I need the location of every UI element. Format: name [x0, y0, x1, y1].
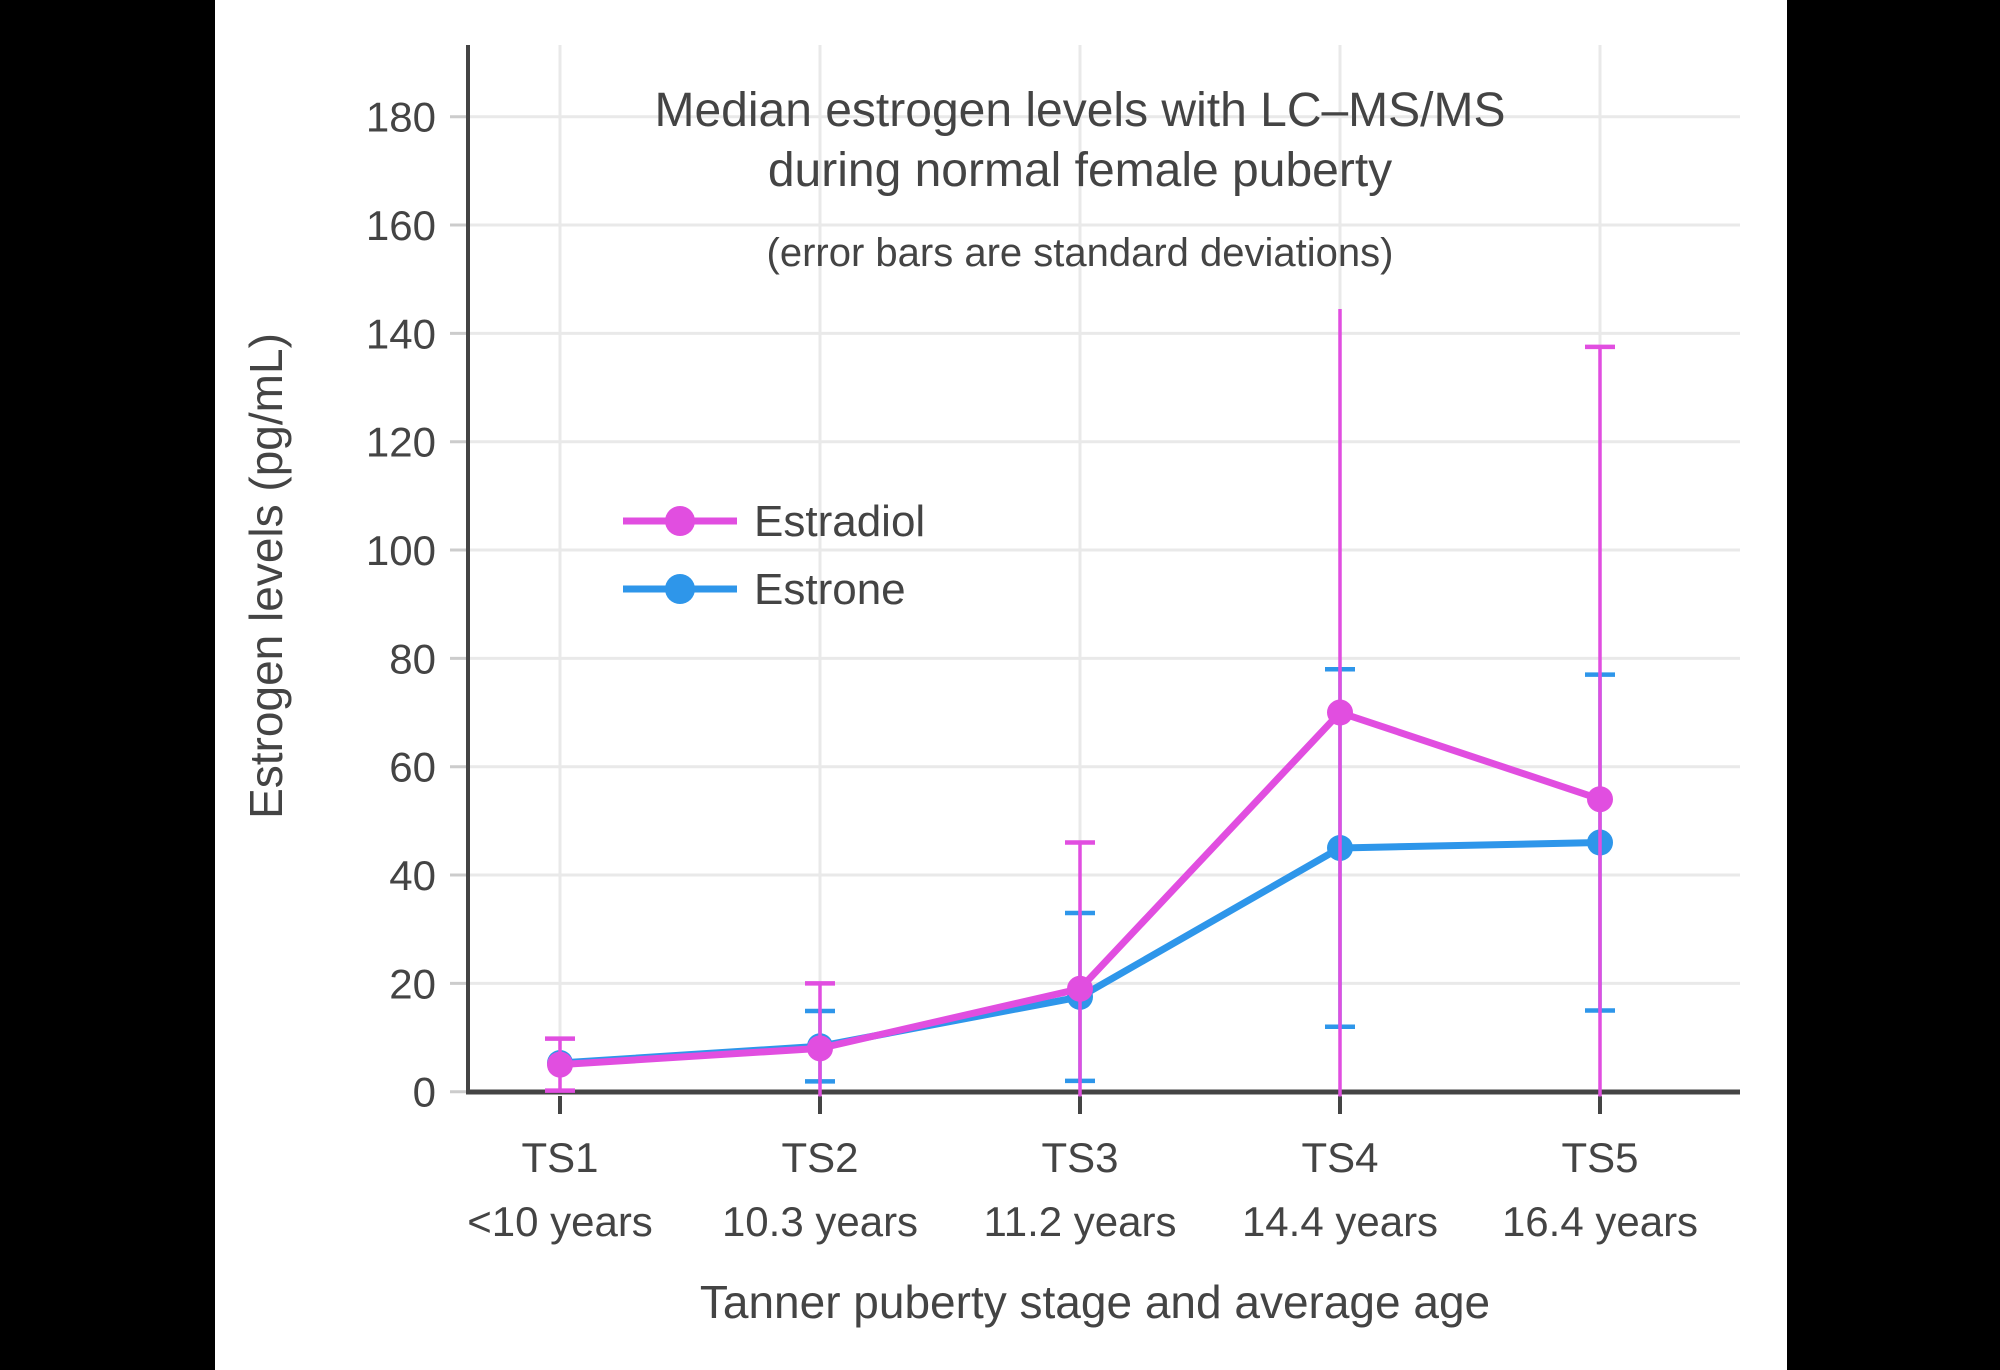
chart-subtitle: (error bars are standard deviations): [767, 231, 1394, 275]
estradiol-data-point[interactable]: [1067, 975, 1093, 1002]
x-tick-label-age: 16.4 years: [1502, 1198, 1698, 1245]
x-tick-label-age: 10.3 years: [722, 1198, 918, 1245]
y-tick-label: 160: [366, 202, 436, 249]
legend-item-estradiol[interactable]: Estradiol: [623, 497, 925, 546]
x-tick-label-stage: TS2: [781, 1134, 858, 1181]
tick-labels: 0 20 40 60 80 100 120 140 160 180 TS1 <10 years TS2 1…: [366, 94, 1698, 1245]
y-tick-label: 120: [366, 419, 436, 466]
y-tick-label: 60: [389, 744, 436, 791]
y-tick-label: 20: [389, 960, 436, 1007]
series-estradiol: [545, 308, 1615, 1097]
x-tick-label-stage: TS3: [1041, 1134, 1118, 1181]
estrone-legend-label: Estrone: [754, 565, 906, 614]
gridlines: [468, 45, 1740, 1090]
y-tick-label: 40: [389, 852, 436, 899]
y-tick-label: 180: [366, 94, 436, 141]
x-tick-label-age: 14.4 years: [1242, 1198, 1438, 1245]
legend-item-estrone[interactable]: Estrone: [623, 565, 906, 614]
x-tick-label-stage: TS4: [1301, 1134, 1378, 1181]
x-tick-label-stage: TS5: [1561, 1134, 1638, 1181]
chart-svg: 0 20 40 60 80 100 120 140 160 180 TS1 <10 years TS2 1…: [240, 45, 1740, 1328]
estradiol-data-point[interactable]: [807, 1035, 833, 1062]
y-tick-label: 140: [366, 310, 436, 357]
axes: [450, 45, 1740, 1114]
chart-title-line2: during normal female puberty: [768, 144, 1392, 197]
estrone-legend-marker: [665, 574, 695, 604]
estradiol-data-point[interactable]: [1327, 699, 1353, 726]
y-tick-label: 100: [366, 527, 436, 574]
x-tick-label-age: <10 years: [467, 1198, 653, 1245]
data-series: [545, 308, 1615, 1097]
y-tick-label: 0: [413, 1069, 436, 1116]
y-tick-label: 80: [389, 635, 436, 682]
estradiol-data-point[interactable]: [547, 1051, 573, 1078]
x-tick-label-stage: TS1: [521, 1134, 598, 1181]
estradiol-legend-label: Estradiol: [754, 497, 925, 546]
legend: Estradiol Estrone: [623, 497, 925, 614]
x-tick-label-age: 11.2 years: [984, 1198, 1177, 1245]
estradiol-data-point[interactable]: [1587, 786, 1613, 813]
chart-title-line1: Median estrogen levels with LC–MS/MS: [654, 84, 1505, 137]
chart-figure: 0 20 40 60 80 100 120 140 160 180 TS1 <10 years TS2 1…: [215, 0, 1787, 1370]
y-axis-title: Estrogen levels (pg/mL): [240, 333, 292, 819]
estradiol-legend-marker: [665, 506, 695, 536]
x-axis-title: Tanner puberty stage and average age: [700, 1276, 1490, 1328]
